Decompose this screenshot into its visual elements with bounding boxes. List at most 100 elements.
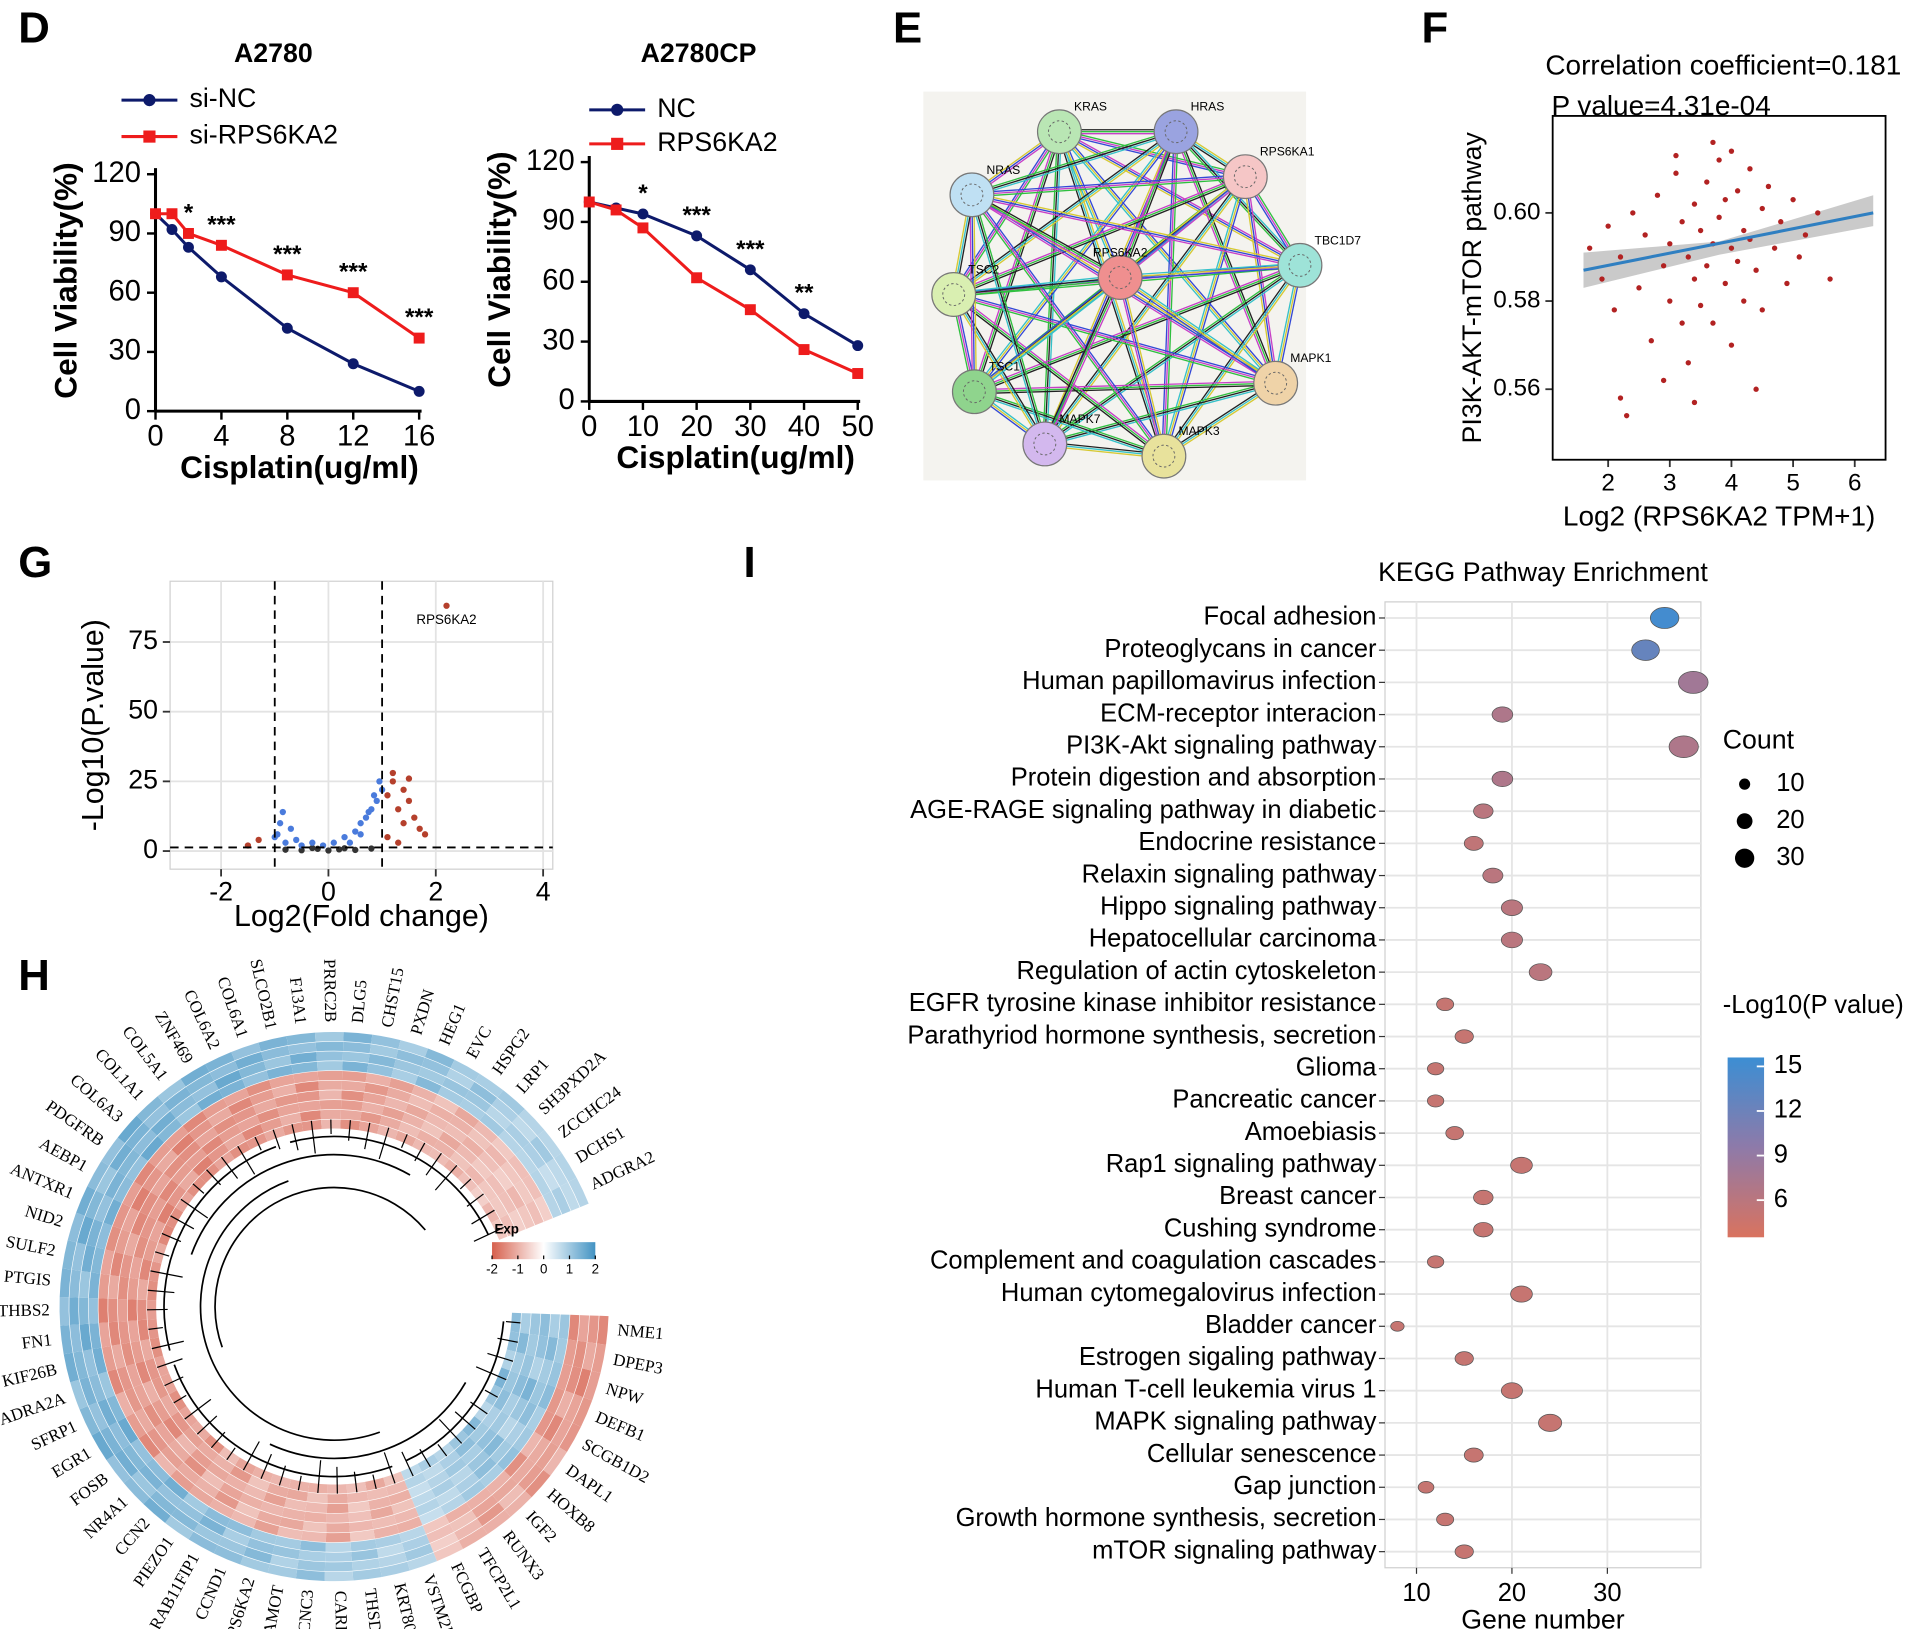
heatmap-cell — [214, 1069, 242, 1090]
category-label: Human papillomavirus infection — [1022, 667, 1376, 695]
heatmap-cell — [563, 1394, 583, 1423]
point — [1697, 227, 1704, 234]
colorbar-label: -2 — [486, 1262, 498, 1277]
heatmap-cell — [70, 1379, 88, 1410]
heatmap-cell — [416, 1129, 439, 1148]
category-label: Human cytomegalovirus infection — [1001, 1279, 1377, 1307]
heatmap-cell — [127, 1277, 139, 1300]
point — [1673, 152, 1679, 159]
dendrogram — [242, 1441, 260, 1471]
network-edge — [1119, 131, 1177, 278]
heatmap-cell — [511, 1116, 537, 1143]
network-node-inner — [1164, 120, 1188, 144]
heatmap-cell — [490, 1440, 513, 1464]
heatmap-cell — [473, 1457, 497, 1480]
network-edge — [953, 293, 1165, 457]
heatmap-cell — [525, 1200, 544, 1226]
bubble — [1482, 867, 1504, 884]
network-edge — [1117, 277, 1163, 457]
network-edge — [1175, 131, 1301, 266]
gene-label: PXDN — [407, 987, 439, 1037]
heatmap-cell — [497, 1191, 517, 1214]
heatmap-cell — [491, 1136, 515, 1161]
heatmap-cell — [101, 1137, 125, 1166]
node-label: TSC2 — [968, 262, 999, 276]
heatmap-cell — [116, 1366, 134, 1392]
x-tick-label: -2 — [209, 877, 233, 907]
heatmap-cell — [449, 1510, 477, 1532]
point — [1704, 179, 1710, 185]
network-edge — [1242, 176, 1275, 384]
heatmap-cell — [369, 1044, 399, 1059]
legend-label: NC — [657, 93, 696, 123]
bubble — [1500, 899, 1523, 916]
dendrogram — [348, 1120, 352, 1141]
heatmap-cell — [191, 1081, 219, 1103]
point — [389, 778, 396, 785]
point — [1667, 298, 1673, 304]
x-tick-label: 10 — [1402, 1579, 1430, 1607]
heatmap-cell — [449, 1114, 474, 1136]
heatmap-cell — [193, 1523, 222, 1545]
node-label: HRAS — [1191, 100, 1225, 114]
legend-label: 30 — [1776, 843, 1804, 871]
heatmap-cell — [482, 1406, 502, 1428]
heatmap-cell — [325, 1532, 351, 1543]
point — [1728, 148, 1735, 154]
heatmap-cell — [505, 1185, 526, 1210]
heatmap-cell — [137, 1299, 147, 1321]
heatmap-cell — [461, 1443, 483, 1465]
series-line — [588, 200, 859, 375]
significance: *** — [273, 241, 302, 268]
bubble — [1426, 1255, 1445, 1269]
bubble — [1463, 835, 1484, 851]
heatmap-cell — [79, 1405, 100, 1436]
network-node-inner — [1033, 432, 1057, 456]
heatmap-cell — [153, 1452, 177, 1477]
heatmap-cell — [165, 1515, 194, 1540]
heatmap-cell — [201, 1135, 224, 1156]
dendrogram — [437, 1443, 448, 1457]
heatmap-cell — [138, 1464, 164, 1491]
significance: *** — [207, 211, 236, 238]
heatmap-cell — [519, 1354, 535, 1378]
network-edge — [1044, 277, 1121, 445]
y-tick-label: 60 — [109, 275, 141, 307]
heatmap-cell — [196, 1089, 224, 1111]
network-edge — [1045, 278, 1123, 446]
point — [637, 208, 649, 220]
heatmap-cell — [286, 1488, 308, 1502]
heatmap-cell — [190, 1448, 213, 1470]
network-node-inner — [1264, 371, 1288, 395]
heatmap-cell — [522, 1142, 546, 1169]
heatmap-cell — [151, 1399, 171, 1423]
network-edge — [1060, 130, 1123, 278]
point — [1796, 254, 1802, 260]
heatmap-cell — [484, 1143, 508, 1168]
heatmap-cell — [558, 1314, 570, 1340]
point — [1611, 307, 1617, 313]
legend-marker — [611, 137, 624, 150]
heatmap-cell — [100, 1426, 123, 1455]
heatmap-cell — [113, 1176, 134, 1203]
network-edge — [1045, 266, 1302, 447]
heatmap-cell — [370, 1505, 394, 1520]
heatmap-cell — [492, 1167, 514, 1191]
network-edge — [1058, 132, 1245, 180]
dendrogram — [297, 1475, 302, 1491]
dendrogram — [157, 1358, 183, 1369]
dendrogram — [400, 1134, 408, 1148]
heatmap-cell — [443, 1123, 468, 1144]
dendrogram — [473, 1226, 504, 1242]
gene-label: KIF26B — [0, 1360, 59, 1391]
heatmap-cell — [485, 1105, 512, 1130]
y-tick-label: 0.58 — [1493, 286, 1540, 313]
heatmap-cell — [386, 1087, 412, 1103]
heatmap-cell — [142, 1167, 164, 1192]
bubble — [1473, 1189, 1494, 1206]
bubble — [1436, 1512, 1455, 1527]
heatmap-cell — [100, 1249, 115, 1276]
heatmap-cell — [543, 1447, 567, 1476]
y-axis-label: Cell Viability(%) — [481, 151, 517, 387]
bubble — [1491, 706, 1514, 723]
